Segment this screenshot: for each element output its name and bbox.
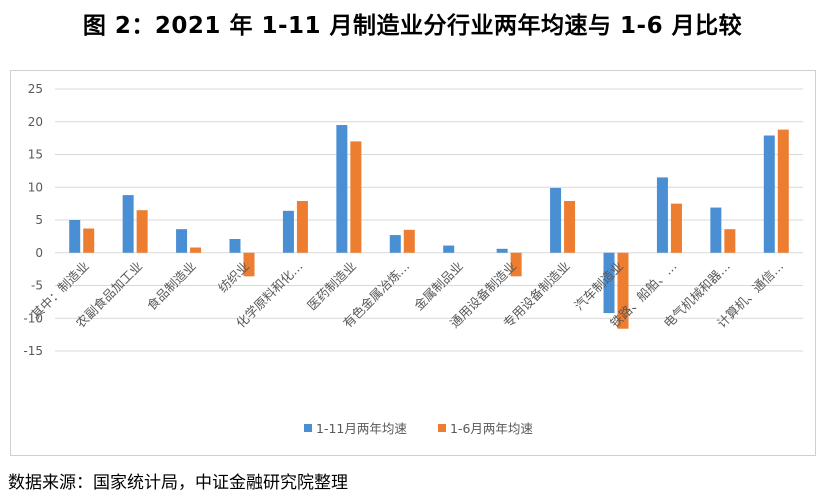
legend-swatch-1 xyxy=(304,424,312,432)
y-tick-label: -15 xyxy=(23,344,43,358)
x-tick-label: 纺织业 xyxy=(215,258,252,295)
y-tick-label: 15 xyxy=(28,148,43,162)
bar-series-2-1 xyxy=(136,210,148,253)
bar-series-1-2 xyxy=(176,229,188,253)
legend-label-1: 1-11月两年均速 xyxy=(316,421,407,436)
y-tick-label: -10 xyxy=(23,311,43,325)
y-tick-label: -5 xyxy=(31,279,43,293)
bar-series-1-6 xyxy=(389,235,401,253)
bar-series-2-2 xyxy=(190,247,202,253)
bar-series-1-13 xyxy=(763,135,775,253)
bar-series-2-12 xyxy=(724,229,736,253)
bar-series-1-7 xyxy=(443,245,455,253)
bar-series-1-11 xyxy=(656,177,668,253)
bar-series-2-8 xyxy=(510,252,522,277)
bar-series-1-5 xyxy=(336,125,348,253)
bar-series-1-0 xyxy=(69,220,81,253)
bar-series-1-3 xyxy=(229,238,241,253)
bar-series-1-12 xyxy=(710,207,722,253)
bar-series-2-13 xyxy=(777,129,789,253)
bar-series-1-9 xyxy=(550,187,562,253)
bar-series-2-0 xyxy=(83,228,95,253)
chart-title: 图 2：2021 年 1-11 月制造业分行业两年均速与 1-6 月比较 xyxy=(82,13,743,39)
bar-series-2-11 xyxy=(670,203,682,253)
chart-area: -15 -10 -5 0 5 10 15 20 25 其中：制造业 农副食品加工业 食品制造业 纺织业… xyxy=(10,70,816,456)
legend-label-2: 1-6月两年均速 xyxy=(450,421,533,436)
legend-swatch-2 xyxy=(438,424,446,432)
y-tick-label: 10 xyxy=(28,180,43,194)
bar-series-2-10 xyxy=(617,252,629,329)
bar-series-1-8 xyxy=(496,248,508,253)
bar-series-1-10 xyxy=(603,252,615,314)
y-tick-label: 0 xyxy=(35,246,43,260)
source-note: 数据来源：国家统计局，中证金融研究院整理 xyxy=(8,473,348,493)
bar-series-2-5 xyxy=(350,141,362,253)
y-tick-label: 5 xyxy=(35,213,43,227)
bar-series-1-4 xyxy=(282,210,294,253)
bar-series-2-3 xyxy=(243,252,255,277)
y-tick-label: 25 xyxy=(28,82,43,96)
y-tick-label: 20 xyxy=(28,115,43,129)
bar-series-2-4 xyxy=(296,201,308,253)
bar-series-1-1 xyxy=(122,195,134,253)
bar-series-2-6 xyxy=(403,229,415,253)
bar-series-2-9 xyxy=(564,201,576,253)
